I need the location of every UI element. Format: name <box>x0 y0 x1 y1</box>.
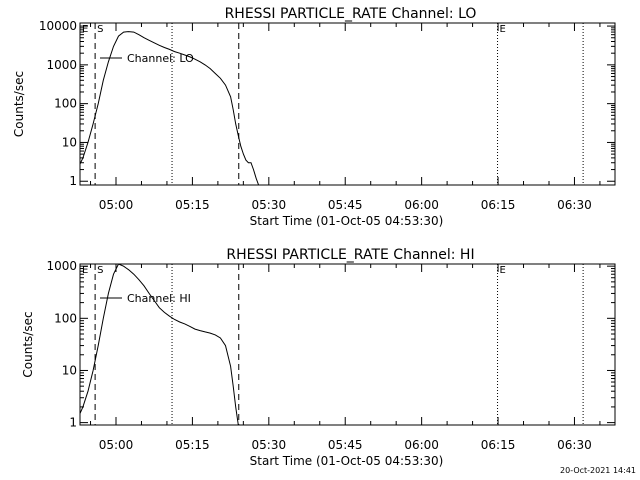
plot-frame <box>79 263 616 426</box>
y-axis-label: Counts/sec <box>12 71 26 137</box>
time-marker-label: E <box>500 265 506 276</box>
x-tick-label: 05:15 <box>175 198 210 212</box>
y-tick-label: 10000 <box>39 19 77 33</box>
x-tick-label: 06:00 <box>404 198 439 212</box>
y-tick-label: 1000 <box>46 58 77 72</box>
data-series-line <box>80 264 239 425</box>
edge-marker-label: E <box>82 265 88 276</box>
y-tick-label: 1 <box>69 174 77 188</box>
y-tick-label: 100 <box>54 97 77 111</box>
y-axis-label: Counts/sec <box>21 311 35 377</box>
x-tick-label: 05:45 <box>328 438 363 452</box>
data-series-line <box>80 31 260 185</box>
x-tick-label: 06:30 <box>557 438 592 452</box>
x-tick-label: 05:30 <box>252 438 287 452</box>
y-tick-label: 100 <box>54 311 77 325</box>
chart-title: RHESSI PARTICLE_RATE Channel: HI <box>226 247 474 263</box>
y-tick-label: 10 <box>62 363 77 377</box>
x-tick-label: 06:00 <box>404 438 439 452</box>
chart-panel-lo: RHESSI PARTICLE_RATE Channel: LO Start Ti… <box>12 6 616 228</box>
x-tick-label: 05:30 <box>252 198 287 212</box>
time-marker-label: S <box>97 265 103 276</box>
time-marker-label: S <box>97 24 103 35</box>
x-axis-label: Start Time (01-Oct-05 04:53:30) <box>250 214 444 228</box>
plot-frame <box>79 22 616 186</box>
x-tick-label: 05:15 <box>175 438 210 452</box>
y-tick-label: 1000 <box>46 259 77 273</box>
chart-title: RHESSI PARTICLE_RATE Channel: LO <box>225 6 477 22</box>
x-tick-label: 05:00 <box>99 438 134 452</box>
time-marker-label: E <box>500 24 506 35</box>
y-tick-label: 10 <box>62 135 77 149</box>
y-tick-label: 1 <box>69 416 77 430</box>
x-tick-label: 06:30 <box>557 198 592 212</box>
x-tick-label: 05:00 <box>99 198 134 212</box>
chart-panel-hi: RHESSI PARTICLE_RATE Channel: HI Start Ti… <box>21 247 616 468</box>
legend-label: Channel: HI <box>127 292 191 305</box>
x-tick-label: 05:45 <box>328 198 363 212</box>
footer-timestamp: 20-Oct-2021 14:41 <box>560 466 636 475</box>
legend-label: Channel: LO <box>127 52 194 65</box>
x-tick-label: 06:15 <box>481 198 516 212</box>
x-tick-label: 06:15 <box>481 438 516 452</box>
x-axis-label: Start Time (01-Oct-05 04:53:30) <box>250 454 444 468</box>
edge-marker-label: E <box>82 24 88 35</box>
